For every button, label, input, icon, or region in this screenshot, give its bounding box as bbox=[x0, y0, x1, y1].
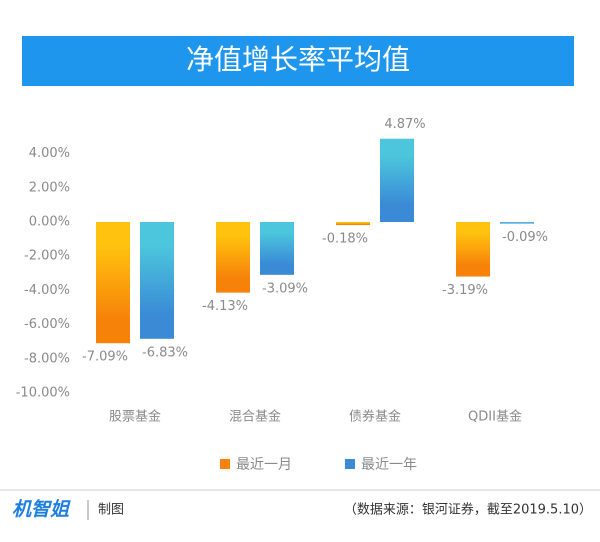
value-label: -7.09% bbox=[82, 350, 128, 365]
x-tick-label: QDII基金 bbox=[468, 409, 522, 425]
y-tick-label: 0.00% bbox=[29, 215, 70, 230]
bar bbox=[216, 222, 250, 293]
legend-swatch bbox=[220, 459, 230, 469]
y-tick-label: 4.00% bbox=[29, 146, 70, 161]
value-label: -3.19% bbox=[442, 283, 488, 298]
bar bbox=[260, 222, 294, 275]
footer-logo: 机智姐 bbox=[12, 499, 71, 521]
value-label: -3.09% bbox=[262, 281, 308, 296]
x-tick-label: 股票基金 bbox=[109, 409, 161, 425]
bar bbox=[140, 222, 174, 339]
footer-credit: 制图 bbox=[98, 503, 124, 518]
value-label: -6.83% bbox=[142, 345, 188, 360]
bar bbox=[500, 222, 534, 224]
footer-source: （数据来源：银河证券，截至2019.5.10） bbox=[344, 502, 592, 518]
y-tick-label: -10.00% bbox=[16, 386, 70, 401]
bar bbox=[380, 138, 414, 222]
legend-label: 最近一年 bbox=[361, 457, 417, 473]
value-label: -4.13% bbox=[202, 299, 248, 314]
bar bbox=[96, 222, 130, 344]
y-tick-label: 2.00% bbox=[29, 180, 70, 195]
x-tick-label: 债券基金 bbox=[349, 409, 401, 425]
y-tick-label: -8.00% bbox=[24, 351, 70, 366]
value-label: -0.09% bbox=[502, 230, 548, 245]
x-tick-label: 混合基金 bbox=[229, 409, 281, 425]
legend-label: 最近一月 bbox=[236, 457, 292, 473]
value-label: 4.87% bbox=[384, 117, 425, 132]
bar bbox=[336, 222, 370, 226]
y-tick-label: -4.00% bbox=[24, 283, 70, 298]
y-tick-label: -2.00% bbox=[24, 249, 70, 264]
y-tick-label: -6.00% bbox=[24, 317, 70, 332]
value-label: -0.18% bbox=[322, 232, 368, 247]
title-banner bbox=[22, 36, 574, 86]
legend-swatch bbox=[345, 459, 355, 469]
chart-title: 净值增长率平均值 bbox=[186, 43, 410, 76]
bar bbox=[456, 222, 490, 277]
